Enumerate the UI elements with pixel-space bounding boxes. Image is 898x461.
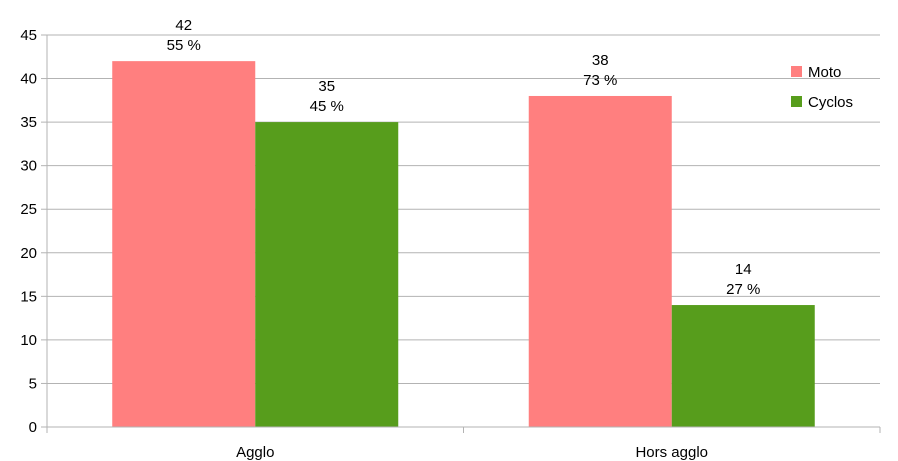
y-tick-label-10: 10 <box>20 332 37 349</box>
data-label-percent-moto-0: 55 % <box>167 37 201 54</box>
data-label-value-cyclos-1: 14 <box>735 261 752 278</box>
y-tick-label-15: 15 <box>20 288 37 305</box>
legend: Moto Cyclos <box>791 64 853 111</box>
legend-label-cyclos: Cyclos <box>808 94 853 111</box>
y-tick-label-5: 5 <box>29 375 37 392</box>
data-label-value-moto-1: 38 <box>592 52 609 69</box>
bars <box>112 61 815 428</box>
x-axis-categories: Agglo Hors agglo <box>236 444 708 461</box>
y-tick-label-20: 20 <box>20 245 37 262</box>
bar-moto-1 <box>528 95 672 427</box>
data-label-value-moto-0: 42 <box>175 17 192 34</box>
data-label-percent-moto-1: 73 % <box>583 72 617 89</box>
data-label-value-cyclos-0: 35 <box>318 78 335 95</box>
y-tick-label-0: 0 <box>29 419 37 436</box>
bar-cyclos-1 <box>671 305 815 427</box>
legend-label-moto: Moto <box>808 64 841 81</box>
axes <box>46 35 881 433</box>
y-tick-label-25: 25 <box>20 201 37 218</box>
data-label-percent-cyclos-0: 45 % <box>310 98 344 115</box>
y-tick-label-45: 45 <box>20 27 37 44</box>
y-axis-ticks: 0 5 10 15 20 25 30 35 40 45 <box>20 27 47 436</box>
data-labels: 42 55 % 35 45 % 38 73 % 14 27 % <box>167 17 761 298</box>
y-tick-label-35: 35 <box>20 114 37 131</box>
x-category-label-1: Hors agglo <box>635 444 708 461</box>
x-category-label-0: Agglo <box>236 444 274 461</box>
bar-moto-0 <box>112 61 256 428</box>
legend-swatch-cyclos <box>791 96 802 107</box>
legend-swatch-moto <box>791 66 802 77</box>
y-tick-label-40: 40 <box>20 71 37 88</box>
data-label-percent-cyclos-1: 27 % <box>726 281 760 298</box>
y-tick-label-30: 30 <box>20 158 37 175</box>
bar-cyclos-0 <box>255 122 399 427</box>
